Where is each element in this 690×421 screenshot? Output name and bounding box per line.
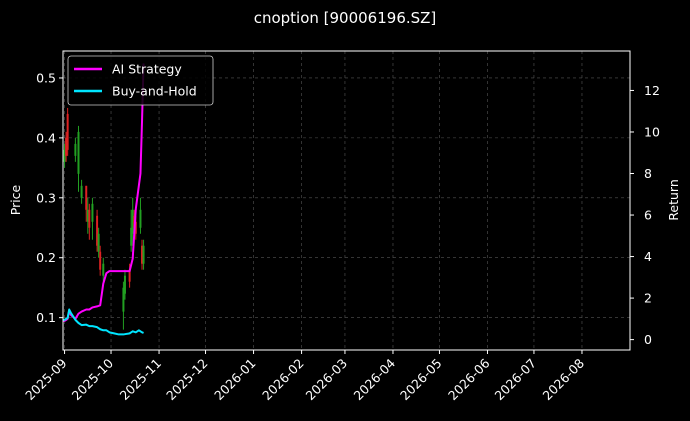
y-left-tick-label: 0.5: [36, 70, 56, 85]
y-right-tick-label: 12: [644, 83, 660, 98]
candle-body: [142, 245, 145, 264]
candle-body: [80, 185, 83, 198]
candle-body: [141, 245, 144, 264]
candle-body: [77, 131, 80, 174]
candle-body: [131, 209, 134, 234]
y-axis-right-title: Return: [666, 179, 681, 220]
candle-body: [122, 287, 125, 312]
legend: AI Strategy Buy-and-Hold: [67, 55, 214, 106]
candle-body: [97, 233, 100, 252]
y-left-tick-label: 0.4: [36, 130, 56, 145]
candles: [63, 107, 145, 330]
candle-body: [134, 221, 137, 234]
candle-body: [63, 149, 66, 162]
legend-label-ai-strategy: AI Strategy: [112, 62, 182, 77]
candle-body: [66, 113, 69, 150]
candle-body: [128, 269, 131, 282]
y-right-tick-label: 6: [644, 208, 652, 223]
y-left-tick-label: 0.1: [36, 310, 56, 325]
candle-body: [86, 209, 89, 222]
y-left-tick-label: 0.3: [36, 190, 56, 205]
candle-body: [74, 143, 77, 156]
y-left-tick-label: 0.2: [36, 250, 56, 265]
y-right-tick-label: 10: [644, 124, 660, 139]
series-line-buy-and-hold: [63, 308, 144, 336]
candle-body: [65, 137, 68, 156]
candle-body: [139, 209, 142, 228]
chart-title: cnoption [90006196.SZ]: [254, 9, 437, 27]
y-axis-left-title: Price: [8, 184, 23, 215]
candle-body: [102, 263, 105, 276]
legend-box: [67, 55, 214, 106]
y-right-tick-label: 4: [644, 249, 652, 264]
candle-body: [85, 185, 88, 210]
plot-frame: [62, 50, 631, 351]
legend-label-buy-and-hold: Buy-and-Hold: [112, 84, 197, 99]
y-right-tick-label: 8: [644, 166, 652, 181]
candle-body: [96, 215, 99, 246]
candle-body: [130, 227, 133, 246]
candle-body: [123, 275, 126, 294]
candle-body: [88, 209, 91, 228]
series-lines: [63, 63, 145, 336]
y-right-tick-label: 2: [644, 291, 652, 306]
y-right-tick-label: 0: [644, 332, 652, 347]
candle-body: [99, 251, 102, 270]
candle-body: [91, 203, 94, 222]
